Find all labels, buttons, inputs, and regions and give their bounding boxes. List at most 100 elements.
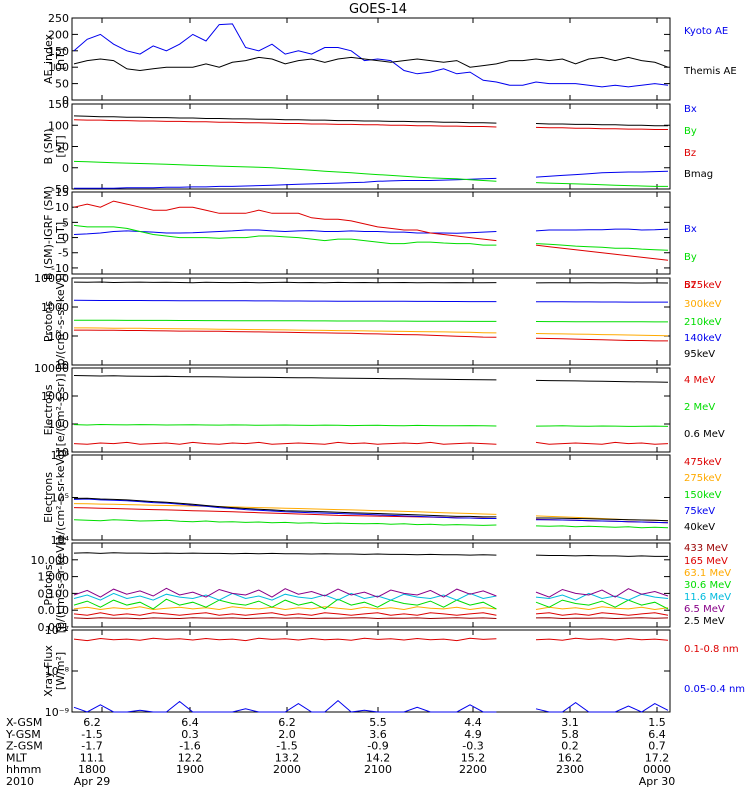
legend-entry: 0.6 MeV bbox=[684, 429, 725, 440]
series-line-433-mev bbox=[73, 617, 497, 620]
panel-frame bbox=[71, 629, 671, 713]
series-line-4-mev bbox=[535, 441, 669, 445]
orbit-value: 2300 bbox=[556, 763, 584, 776]
orbit-value: 2000 bbox=[273, 763, 301, 776]
orbit-value: 4.9 bbox=[464, 728, 482, 741]
series-line-by bbox=[73, 224, 497, 246]
series-line-kyoto-ae bbox=[73, 23, 669, 88]
y-axis-label: B (SM)-IGRF (SM)[nT] bbox=[42, 186, 67, 280]
y-axis-label: Electrons[e/(cm²-s-sr-keV)] bbox=[42, 449, 67, 545]
series-line-95kev bbox=[73, 281, 497, 284]
y-tick-label: 10 bbox=[55, 359, 69, 372]
legend-entry: 4 MeV bbox=[684, 375, 715, 386]
y-tick-label: 0.001 bbox=[38, 621, 70, 634]
y-tick-label: 5 bbox=[62, 216, 69, 229]
panel-8: 10⁻⁹ 10⁻⁸ 10⁻⁷ Xray Flux[W/m²] 0.1-0.8 nm 0.0… bbox=[42, 624, 745, 719]
legend-entry: By bbox=[684, 126, 697, 137]
y-tick-label: 100 bbox=[48, 61, 69, 74]
data-gap bbox=[497, 456, 530, 539]
legend-entry: 11.6 MeV bbox=[684, 592, 731, 603]
orbit-value: 0.2 bbox=[561, 740, 579, 753]
legend-entry: Bmag bbox=[684, 169, 713, 180]
orbit-table: X-GSM 6.2 6.4 6.2 5.5 4.4 3.1 1.5 Y-GSM -1.5 0.3 2.… bbox=[5, 716, 675, 788]
y-tick-label: 150 bbox=[48, 98, 69, 111]
y-tick-label: 10⁻⁷ bbox=[45, 624, 69, 637]
y-axis-label: Electrons[e/(cm²-s-sr)] bbox=[42, 374, 67, 447]
y-tick-label: 10 bbox=[55, 446, 69, 459]
panel-frame bbox=[71, 454, 671, 541]
orbit-value: 1.5 bbox=[648, 716, 666, 729]
series-line-by bbox=[73, 160, 497, 182]
orbit-value: Apr 30 bbox=[639, 775, 676, 788]
legend-entry: 275keV bbox=[684, 473, 722, 484]
y-tick-label: -50 bbox=[51, 183, 69, 196]
series-line-575kev bbox=[535, 337, 668, 342]
orbit-value: 2200 bbox=[459, 763, 487, 776]
y-tick-label: 1.000 bbox=[38, 571, 70, 584]
orbit-value: 5.8 bbox=[561, 728, 579, 741]
y-tick-label: 200 bbox=[48, 28, 69, 41]
series-line-bz bbox=[535, 244, 669, 261]
orbit-value: 6.2 bbox=[83, 716, 101, 729]
legend-entry: 475keV bbox=[684, 457, 722, 468]
orbit-value: 2.0 bbox=[278, 728, 296, 741]
orbit-row-label: 2010 bbox=[6, 775, 34, 788]
series-line-2-mev bbox=[535, 425, 669, 427]
y-tick-label: 1000 bbox=[41, 390, 69, 403]
series-line-bx bbox=[535, 228, 669, 232]
legend-entry: 210keV bbox=[684, 317, 722, 328]
legend-entry: 0.1-0.8 nm bbox=[684, 644, 739, 655]
series-line-40kev bbox=[536, 517, 669, 522]
y-axis-label: AE_index[nT] bbox=[42, 33, 67, 84]
panel-frame bbox=[71, 17, 671, 101]
series-line-2-mev bbox=[73, 423, 497, 427]
series-line-0-1-0-8-nm bbox=[73, 637, 497, 642]
y-axis-label: Protons[p/(cm²-s-sr-keV)] bbox=[42, 537, 67, 634]
legend-entry: 433 MeV bbox=[684, 543, 728, 554]
y-tick-label: 15 bbox=[55, 186, 69, 199]
legend-entry: 2.5 MeV bbox=[684, 616, 725, 627]
legend-entry: 575keV bbox=[684, 280, 722, 291]
orbit-value: 1800 bbox=[78, 763, 106, 776]
series-line-by bbox=[535, 243, 669, 251]
y-tick-label: 10⁵ bbox=[51, 492, 69, 505]
legend-entry: By bbox=[684, 252, 697, 263]
series-line-300kev bbox=[535, 333, 669, 337]
y-tick-label: 50 bbox=[55, 78, 69, 91]
orbit-value: -0.9 bbox=[367, 740, 388, 753]
orbit-row-label: MLT bbox=[6, 751, 27, 764]
legend-entry: 300keV bbox=[684, 299, 722, 310]
y-tick-label: -5 bbox=[58, 247, 69, 260]
legend-entry: 30.6 MeV bbox=[684, 580, 731, 591]
series-line-bz bbox=[73, 119, 497, 128]
orbit-value: 11.1 bbox=[80, 751, 105, 764]
series-line-bmag bbox=[73, 115, 497, 124]
legend-entry: Bz bbox=[684, 280, 696, 291]
y-axis-label: Xray Flux[W/m²] bbox=[42, 645, 67, 697]
series-line-40kev bbox=[73, 497, 497, 518]
series-line-bz bbox=[535, 126, 668, 130]
series-line-6-5-mev bbox=[73, 587, 497, 598]
legend-entry: 63.1 MeV bbox=[684, 568, 731, 579]
legend-entry: 2 MeV bbox=[684, 402, 715, 413]
orbit-value: 4.4 bbox=[464, 716, 482, 729]
y-tick-label: 0 bbox=[62, 94, 69, 107]
orbit-value: 17.2 bbox=[645, 751, 670, 764]
series-line-bz bbox=[73, 200, 497, 242]
series-line-2-5-mev bbox=[73, 552, 497, 556]
orbit-value: 3.1 bbox=[561, 716, 579, 729]
series-line-575kev bbox=[74, 329, 497, 338]
legend-entry: Bx bbox=[684, 104, 697, 115]
orbit-value: 15.2 bbox=[461, 751, 486, 764]
series-line-275kev bbox=[73, 503, 497, 515]
series-line-0-05-0-4-nm bbox=[535, 701, 669, 713]
orbit-value: -1.5 bbox=[81, 728, 102, 741]
series-line-150kev bbox=[73, 519, 497, 526]
orbit-value: -1.5 bbox=[276, 740, 297, 753]
panel-frame bbox=[71, 191, 671, 275]
orbit-value: 6.2 bbox=[278, 716, 296, 729]
data-gap bbox=[497, 105, 530, 188]
orbit-row-label: hhmm bbox=[6, 763, 41, 776]
